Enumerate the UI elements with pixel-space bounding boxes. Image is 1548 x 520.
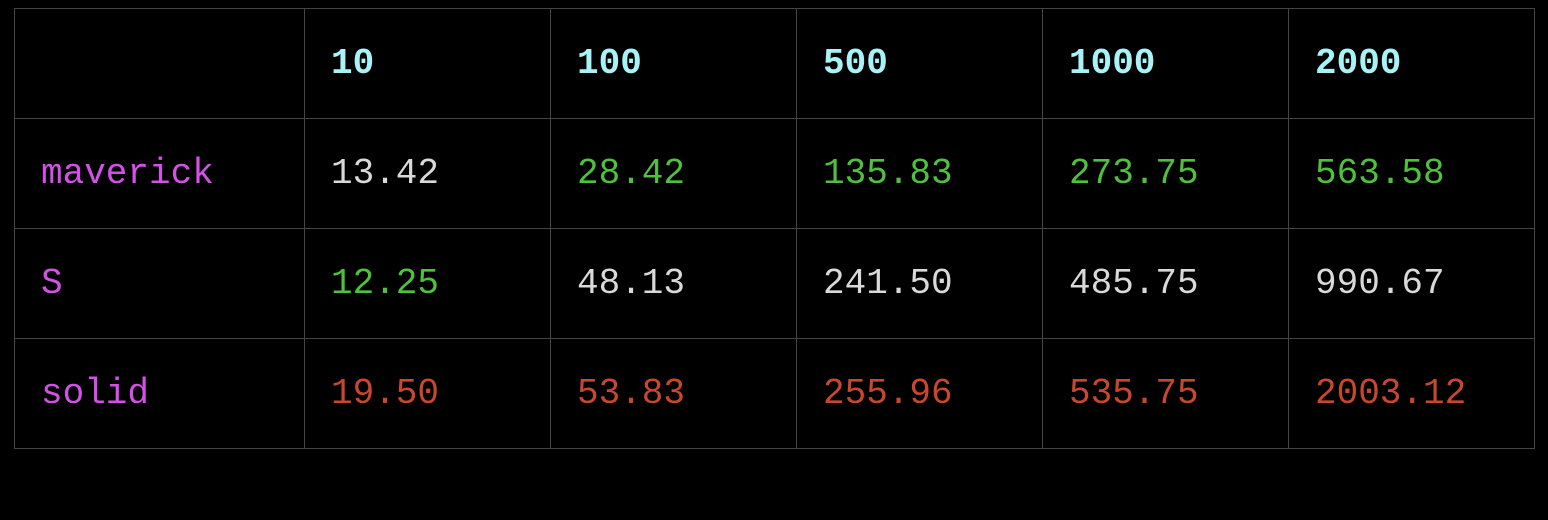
header-col-500: 500 <box>797 9 1043 119</box>
cell-value: 990.67 <box>1289 229 1535 339</box>
header-col-1000: 1000 <box>1043 9 1289 119</box>
cell-value: 135.83 <box>797 119 1043 229</box>
table-row: solid 19.50 53.83 255.96 535.75 2003.12 <box>15 339 1535 449</box>
cell-value: 48.13 <box>551 229 797 339</box>
table-body: maverick 13.42 28.42 135.83 273.75 563.5… <box>15 119 1535 449</box>
table-row: S 12.25 48.13 241.50 485.75 990.67 <box>15 229 1535 339</box>
row-label: S <box>15 229 305 339</box>
table-row: maverick 13.42 28.42 135.83 273.75 563.5… <box>15 119 1535 229</box>
cell-value: 13.42 <box>305 119 551 229</box>
cell-value: 53.83 <box>551 339 797 449</box>
cell-value: 563.58 <box>1289 119 1535 229</box>
table-header-row: 10 100 500 1000 2000 <box>15 9 1535 119</box>
header-blank <box>15 9 305 119</box>
cell-value: 535.75 <box>1043 339 1289 449</box>
header-col-10: 10 <box>305 9 551 119</box>
benchmark-table: 10 100 500 1000 2000 maverick 13.42 28.4… <box>14 8 1535 449</box>
cell-value: 2003.12 <box>1289 339 1535 449</box>
cell-value: 241.50 <box>797 229 1043 339</box>
cell-value: 255.96 <box>797 339 1043 449</box>
row-label: solid <box>15 339 305 449</box>
cell-value: 12.25 <box>305 229 551 339</box>
table-header: 10 100 500 1000 2000 <box>15 9 1535 119</box>
cell-value: 485.75 <box>1043 229 1289 339</box>
row-label: maverick <box>15 119 305 229</box>
cell-value: 273.75 <box>1043 119 1289 229</box>
cell-value: 19.50 <box>305 339 551 449</box>
header-col-2000: 2000 <box>1289 9 1535 119</box>
header-col-100: 100 <box>551 9 797 119</box>
cell-value: 28.42 <box>551 119 797 229</box>
